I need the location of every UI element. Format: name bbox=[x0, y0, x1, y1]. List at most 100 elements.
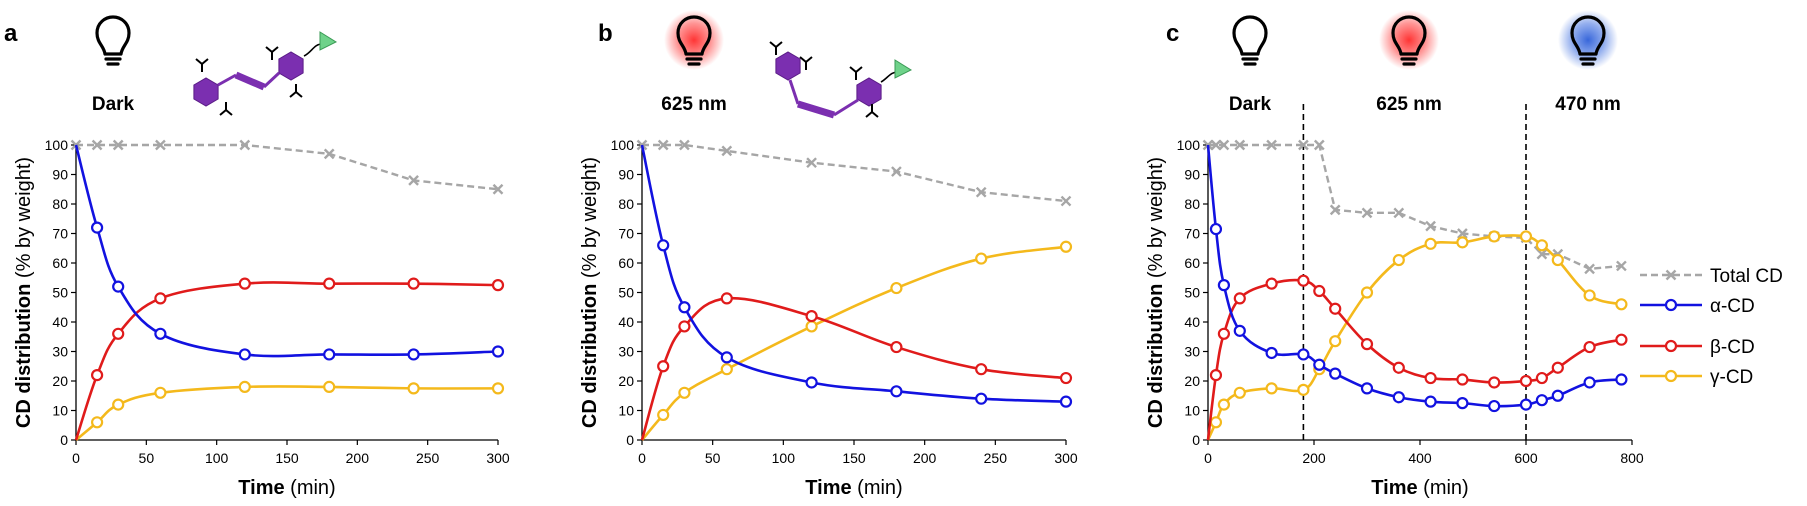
x-tick-label: 300 bbox=[486, 450, 510, 466]
cd-hexagon bbox=[278, 51, 304, 81]
y-tick-label: 60 bbox=[618, 255, 634, 271]
data-point-gamma bbox=[407, 382, 420, 395]
data-point-gamma bbox=[1551, 253, 1564, 267]
y-tick-label: 70 bbox=[52, 226, 68, 242]
data-point-gamma bbox=[678, 386, 691, 399]
data-point-total bbox=[679, 139, 690, 151]
data-point-gamma bbox=[1217, 398, 1231, 411]
series-line-alpha bbox=[640, 144, 1067, 403]
data-point-alpha bbox=[678, 301, 691, 314]
y-tick-label: 80 bbox=[1184, 196, 1200, 212]
data-point-gamma bbox=[890, 281, 903, 295]
bulb-red-icon bbox=[1379, 10, 1439, 70]
x-axis-title-unit: (min) bbox=[852, 477, 903, 499]
data-point-beta bbox=[1583, 340, 1596, 354]
data-point-total bbox=[1060, 195, 1072, 207]
x-axis-title-unit: (min) bbox=[285, 477, 336, 499]
data-point-beta bbox=[1297, 274, 1310, 287]
bulb-dark-icon bbox=[95, 15, 131, 66]
x-axis-title-unit: (min) bbox=[1418, 477, 1469, 499]
y-tick-label: 90 bbox=[52, 167, 68, 183]
data-point-total bbox=[1210, 139, 1222, 151]
data-point-alpha bbox=[1209, 222, 1223, 236]
y-tick-label: 70 bbox=[1184, 226, 1200, 242]
x-tick-label: 0 bbox=[638, 450, 646, 466]
x-tick-label: 200 bbox=[1302, 450, 1326, 466]
data-point-total bbox=[806, 157, 817, 169]
light-label-dark: Dark bbox=[1229, 94, 1272, 115]
data-point-gamma bbox=[1265, 382, 1278, 395]
x-tick-label: 50 bbox=[705, 450, 721, 466]
y-tick-label: 50 bbox=[1184, 285, 1200, 301]
legend-label-beta: β-CD bbox=[1710, 337, 1755, 358]
data-point-total bbox=[1393, 207, 1405, 219]
data-point-alpha bbox=[90, 221, 104, 234]
data-point-total bbox=[1457, 228, 1468, 239]
y-tick-label: 90 bbox=[1184, 167, 1200, 183]
data-point-total bbox=[1584, 263, 1595, 275]
series-line-total bbox=[1208, 143, 1622, 271]
data-point-beta bbox=[1059, 371, 1073, 385]
y-tick-label: 10 bbox=[52, 403, 68, 419]
data-point-gamma bbox=[154, 386, 167, 399]
x-axis-title-bold: Time bbox=[1371, 477, 1417, 499]
data-point-beta bbox=[1360, 338, 1374, 351]
substituent-bond bbox=[769, 41, 777, 48]
light-label-625nm: 625 nm bbox=[661, 94, 726, 115]
data-point-beta bbox=[1313, 284, 1326, 298]
data-point-total bbox=[1313, 139, 1325, 151]
data-point-beta bbox=[491, 279, 505, 292]
data-point-beta bbox=[1329, 302, 1342, 315]
y-axis-title-unit: (% by weight) bbox=[1145, 157, 1167, 284]
data-point-alpha bbox=[1551, 389, 1564, 402]
data-point-alpha bbox=[890, 385, 903, 398]
y-axis-title-unit: (% by weight) bbox=[579, 157, 601, 284]
data-point-beta bbox=[1217, 327, 1231, 340]
data-point-gamma bbox=[975, 252, 988, 265]
data-point-alpha bbox=[657, 239, 670, 252]
anchor-triangle bbox=[319, 31, 338, 51]
substituent-bond bbox=[201, 58, 209, 65]
bulb-glass bbox=[1232, 15, 1268, 56]
linker-bond bbox=[833, 98, 859, 117]
y-tick-label: 60 bbox=[52, 255, 68, 271]
y-tick-label: 50 bbox=[618, 285, 634, 301]
substituent-bond bbox=[855, 66, 863, 73]
data-point-alpha bbox=[407, 348, 420, 361]
legend-label-alpha: α-CD bbox=[1710, 296, 1755, 317]
data-point-gamma bbox=[1360, 286, 1374, 299]
data-point-gamma bbox=[1209, 416, 1223, 429]
data-point-beta bbox=[112, 327, 125, 340]
data-point-alpha bbox=[1360, 382, 1374, 395]
data-point-gamma bbox=[491, 382, 505, 395]
data-point-alpha bbox=[154, 327, 167, 340]
data-point-total bbox=[112, 139, 124, 151]
x-tick-label: 400 bbox=[1408, 450, 1432, 466]
data-point-total bbox=[91, 139, 103, 151]
bulb-glass bbox=[95, 15, 131, 56]
data-point-total bbox=[1298, 139, 1309, 151]
data-point-total bbox=[657, 139, 669, 151]
linker-bond bbox=[788, 79, 800, 105]
data-point-alpha bbox=[1488, 399, 1501, 413]
x-tick-label: 600 bbox=[1514, 450, 1538, 466]
data-point-beta bbox=[238, 277, 251, 290]
x-tick-label: 800 bbox=[1620, 450, 1644, 466]
series-line-total bbox=[642, 143, 1067, 203]
data-point-gamma bbox=[1519, 230, 1533, 243]
data-point-beta bbox=[407, 277, 420, 290]
light-label-dark: Dark bbox=[92, 94, 135, 115]
data-point-beta bbox=[890, 340, 903, 354]
data-point-total bbox=[239, 139, 251, 151]
y-axis-title-bold: CD distribution bbox=[579, 284, 601, 428]
y-tick-label: 0 bbox=[60, 432, 68, 448]
y-tick-label: 20 bbox=[52, 373, 68, 389]
data-point-total bbox=[408, 175, 419, 186]
data-point-gamma bbox=[1424, 237, 1437, 250]
data-point-total bbox=[721, 145, 733, 157]
data-point-gamma bbox=[720, 363, 733, 376]
y-tick-label: 0 bbox=[1192, 432, 1200, 448]
x-tick-label: 100 bbox=[772, 450, 796, 466]
data-point-alpha bbox=[975, 392, 988, 405]
